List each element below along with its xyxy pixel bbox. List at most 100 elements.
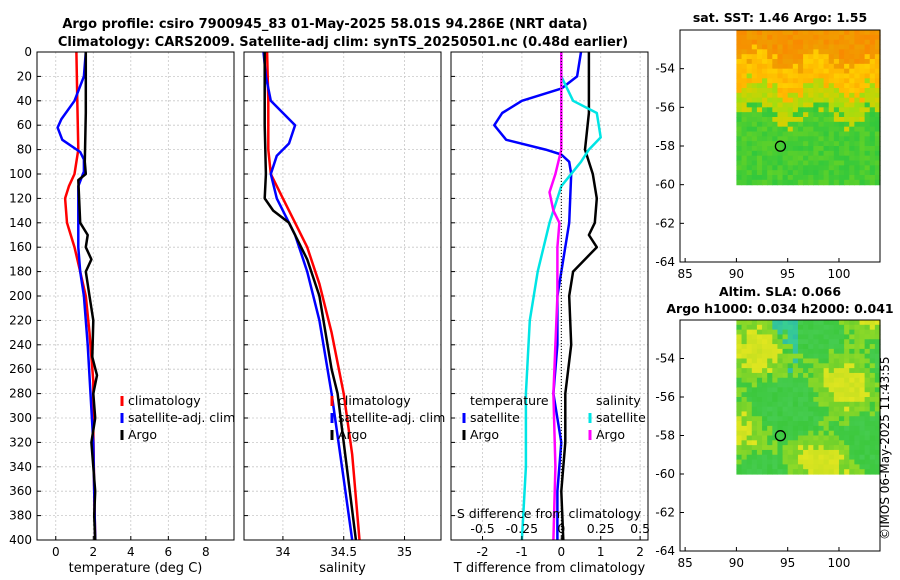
panel-sst-cell	[751, 170, 758, 176]
temp-ytick-label: 340	[9, 460, 32, 474]
panel-sla-cell	[808, 334, 814, 340]
panel-sla-cell	[808, 430, 814, 437]
panel-sst-cell	[813, 63, 820, 70]
temp-ytick-label: 320	[9, 435, 32, 449]
panel-sla-cell	[751, 334, 758, 340]
panel-sst-cell	[864, 39, 871, 46]
panel-sst-cell	[833, 34, 840, 41]
panel-sla-cell	[849, 358, 855, 364]
panel-sla-cell	[869, 469, 876, 475]
panel-sla-cell	[756, 440, 763, 446]
panel-sst-cell	[818, 107, 825, 113]
panel-sla-cell	[874, 372, 881, 379]
panel-sst-cell	[787, 155, 794, 162]
panel-sst-cell	[859, 160, 866, 166]
panel-sla-cell	[736, 454, 743, 461]
panel-sst-cell	[859, 39, 866, 46]
panel-sla-cell	[741, 411, 748, 417]
panel-sst-cell	[844, 155, 850, 162]
panel-sla-cell	[762, 440, 768, 446]
panel-sst-cell	[854, 83, 861, 89]
panel-sla-cell	[849, 406, 855, 413]
panel-sst-cell	[859, 155, 866, 162]
panel-sst-cell	[844, 150, 850, 157]
panel-sst-cell	[803, 30, 809, 36]
panel-sla-cell	[808, 387, 814, 393]
panel-sla-cell	[823, 430, 830, 437]
panel-sla-cell	[823, 435, 830, 441]
panel-sst-cell	[859, 175, 866, 181]
panel-sla-cell	[874, 387, 881, 393]
panel-sst-cell	[828, 117, 835, 123]
panel-sla-cell	[756, 425, 763, 432]
panel-sst-cell	[736, 102, 743, 108]
panel-sst-cell	[787, 88, 794, 94]
panel-sla-cell	[767, 406, 773, 413]
panel-sla-cell	[813, 454, 820, 461]
panel-sla-cell	[762, 411, 768, 417]
panel-sst-cell	[808, 49, 814, 55]
panel-sst-cell	[844, 54, 850, 60]
panel-sla-cell	[762, 334, 768, 340]
panel-sst-cell	[838, 44, 845, 50]
panel-sst-cell	[787, 107, 794, 113]
panel-sla-cell	[787, 454, 794, 461]
panel-sla-cell	[741, 397, 748, 403]
panel-sla-cell	[772, 339, 779, 345]
panel-sst-cell	[864, 126, 871, 133]
panel-sla-cell	[838, 425, 845, 432]
panel-sst-cell	[751, 44, 758, 50]
panel-sst-cell	[756, 30, 763, 36]
panel-sla-cell	[818, 382, 825, 388]
panel-sla-cell	[787, 397, 794, 403]
panel-sla-cell	[767, 459, 773, 465]
panel-sst-cell	[808, 107, 814, 113]
panel-sla-cell	[838, 401, 845, 408]
panel-sst-cell	[746, 126, 753, 133]
panel-sst-cell	[813, 121, 820, 128]
panel-sla-cell	[818, 435, 825, 441]
panel-sla-cell	[833, 324, 840, 331]
panel-sla-cell	[756, 421, 763, 427]
panel-sst-cell	[803, 165, 809, 171]
panel-sst-cell	[813, 54, 820, 60]
panel-sst-cell	[787, 59, 794, 65]
panel-sst-cell	[864, 54, 871, 60]
panel-sst-cell	[787, 49, 794, 55]
panel-sst-cell	[746, 39, 753, 46]
panel-sst-cell	[772, 83, 779, 89]
panel-sst-cell	[844, 165, 850, 171]
panel-sst-cell	[869, 30, 876, 36]
panel-sst-cell	[838, 126, 845, 133]
panel-sla-cell	[736, 387, 743, 393]
panel-sla-cell	[741, 406, 748, 413]
panel-sla-cell	[741, 348, 748, 355]
panel-sla-cell	[803, 449, 809, 456]
panel-sst-cell	[823, 126, 830, 133]
panel-sst-cell	[808, 175, 814, 181]
panel-sst-cell	[844, 146, 850, 152]
panel-sla-cell	[736, 344, 743, 350]
panel-sla-cell	[792, 454, 799, 461]
panel-sla-cell	[864, 464, 871, 470]
temp-ytick-label: 380	[9, 509, 32, 523]
panel-sla-cell	[838, 344, 845, 350]
panel-sst-cell	[772, 34, 779, 41]
panel-sla-cell	[741, 363, 748, 369]
panel-sst-cell	[762, 68, 768, 75]
panel-sst-cell	[772, 107, 779, 113]
panel-sla-cell	[751, 368, 758, 374]
panel-sst-cell	[803, 170, 809, 176]
panel-sla-cell	[849, 421, 855, 427]
panel-sst-cell	[777, 88, 784, 94]
panel-sla-cell	[849, 339, 855, 345]
panel-sst-cell	[833, 102, 840, 108]
panel-sla-cell	[736, 459, 743, 465]
panel-sla-cell	[833, 459, 840, 465]
panel-sst-cell	[849, 83, 855, 89]
panel-sla-cell	[808, 469, 814, 475]
panel-sla-ytick-label: -58	[655, 429, 675, 443]
panel-sla-cell	[869, 339, 876, 345]
panel-sla-cell	[736, 377, 743, 384]
panel-sla-cell	[874, 368, 881, 374]
